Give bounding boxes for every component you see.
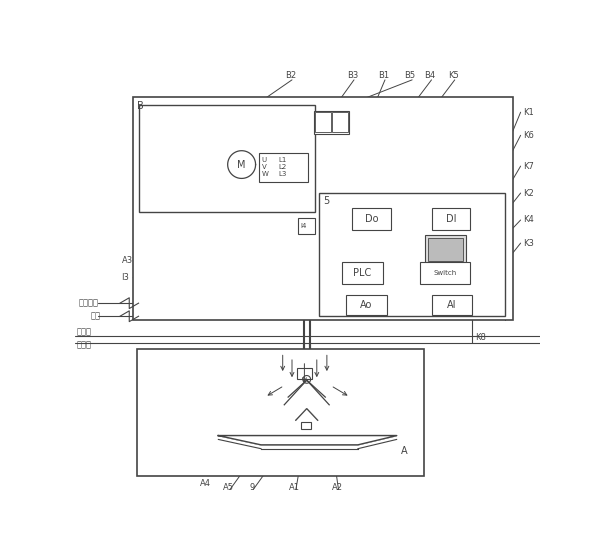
Bar [431,208,470,230]
Bar [298,218,315,234]
Text: A4: A4 [200,479,211,488]
Text: Ao: Ao [360,300,373,310]
Text: K5: K5 [448,71,458,80]
Text: L2: L2 [278,164,286,170]
Bar [296,368,312,380]
Polygon shape [296,409,317,420]
Bar [314,111,349,134]
Text: 加热空气: 加热空气 [79,299,99,307]
Text: 5: 5 [323,196,329,206]
Bar [352,208,391,230]
Text: L3: L3 [278,171,286,177]
Text: B4: B4 [424,71,436,80]
Text: B3: B3 [347,71,358,80]
Text: K7: K7 [523,162,534,170]
Text: A3: A3 [121,256,133,265]
Text: 9: 9 [249,483,254,492]
Text: K6: K6 [523,131,534,140]
Bar [137,349,424,476]
Text: K2: K2 [523,189,534,197]
Bar [319,193,505,316]
Text: 物料: 物料 [91,312,101,321]
Bar [425,235,466,263]
Bar [332,112,348,132]
Text: Switch: Switch [433,270,457,276]
Text: 炉膛内: 炉膛内 [77,340,92,349]
Bar [315,112,331,132]
Bar [139,104,315,212]
Text: L1: L1 [278,157,286,163]
Polygon shape [218,436,397,445]
Bar [346,295,386,316]
Text: K8: K8 [475,333,486,342]
Bar [259,153,308,182]
Text: B5: B5 [404,71,415,80]
Text: Do: Do [365,214,379,224]
Text: I4: I4 [301,223,307,229]
Text: B: B [137,101,144,111]
Text: AI: AI [447,300,457,310]
Text: A2: A2 [331,483,343,492]
Text: A: A [401,446,407,456]
Text: K1: K1 [523,108,534,117]
Text: B1: B1 [378,71,389,80]
Text: PLC: PLC [353,268,371,278]
Text: I3: I3 [121,273,130,282]
Text: DI: DI [446,214,456,224]
Text: W: W [262,171,269,177]
Bar [301,422,311,430]
Text: K3: K3 [523,239,534,248]
Bar [420,262,470,284]
Bar [428,238,463,261]
Bar [343,262,383,284]
Text: U: U [262,157,267,163]
Text: B2: B2 [285,71,296,80]
Text: K4: K4 [523,216,534,224]
Bar [431,295,472,316]
Text: A1: A1 [289,483,300,492]
Text: 炉膛外: 炉膛外 [77,327,92,336]
Bar [133,97,513,320]
Text: A5: A5 [223,483,234,492]
Text: V: V [262,164,266,170]
Text: M: M [238,160,246,169]
